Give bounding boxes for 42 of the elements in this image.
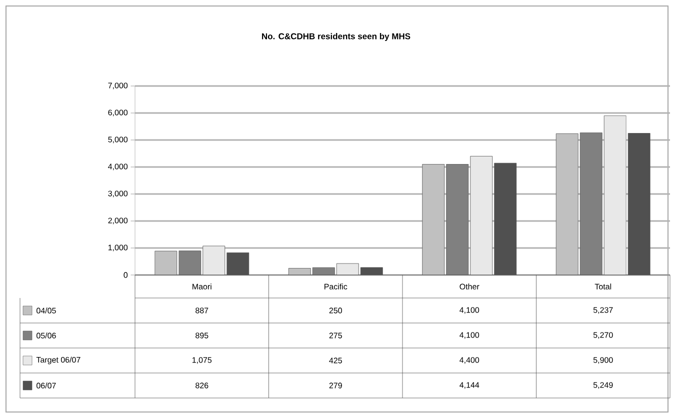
legend-label: 05/06 [36, 332, 56, 338]
x-tick-label: Total [594, 284, 612, 290]
y-tick-label: 0 [124, 272, 128, 278]
x-tick-label: Pacific [324, 284, 348, 290]
bar [604, 116, 626, 275]
legend-label: Target 06/07 [36, 356, 80, 364]
data-label: 895 [196, 332, 208, 338]
y-tick-label: 7,000 [108, 82, 128, 90]
data-label: 826 [196, 382, 208, 388]
bar [470, 156, 492, 275]
y-tick-label: 4,000 [108, 164, 128, 170]
bar [556, 133, 578, 275]
data-label: 1,075 [192, 357, 212, 364]
data-label: 250 [329, 308, 342, 314]
legend-label: 06/07 [36, 382, 56, 388]
bar [154, 251, 177, 275]
chart-title: No. C&CDHB residents seen by MHS [262, 33, 410, 41]
data-label: 279 [329, 382, 342, 388]
data-label: 425 [329, 358, 342, 364]
legend-label: 04/05 [36, 308, 56, 314]
data-label: 5,270 [593, 332, 613, 339]
y-tick-label: 1,000 [108, 244, 128, 252]
bar [580, 132, 602, 275]
bar [422, 164, 444, 275]
bar [178, 250, 201, 275]
data-label: 5,237 [593, 307, 613, 314]
y-tick-label: 3,000 [108, 190, 128, 198]
y-tick-label: 5,000 [108, 136, 128, 144]
x-tick-label: Other [460, 284, 480, 290]
data-label: 4,100 [460, 332, 480, 339]
bar [202, 246, 225, 275]
data-label: 4,100 [460, 307, 480, 314]
data-label: 275 [329, 332, 342, 338]
data-label: 4,400 [460, 357, 480, 364]
data-label: 887 [196, 308, 208, 314]
x-tick-label: Maori [192, 284, 212, 290]
y-tick-label: 6,000 [108, 110, 128, 116]
data-label: 5,900 [593, 357, 613, 364]
bar [446, 164, 468, 275]
data-label: 4,144 [460, 382, 480, 389]
data-label: 5,249 [593, 382, 613, 389]
y-tick-label: 2,000 [108, 218, 128, 224]
